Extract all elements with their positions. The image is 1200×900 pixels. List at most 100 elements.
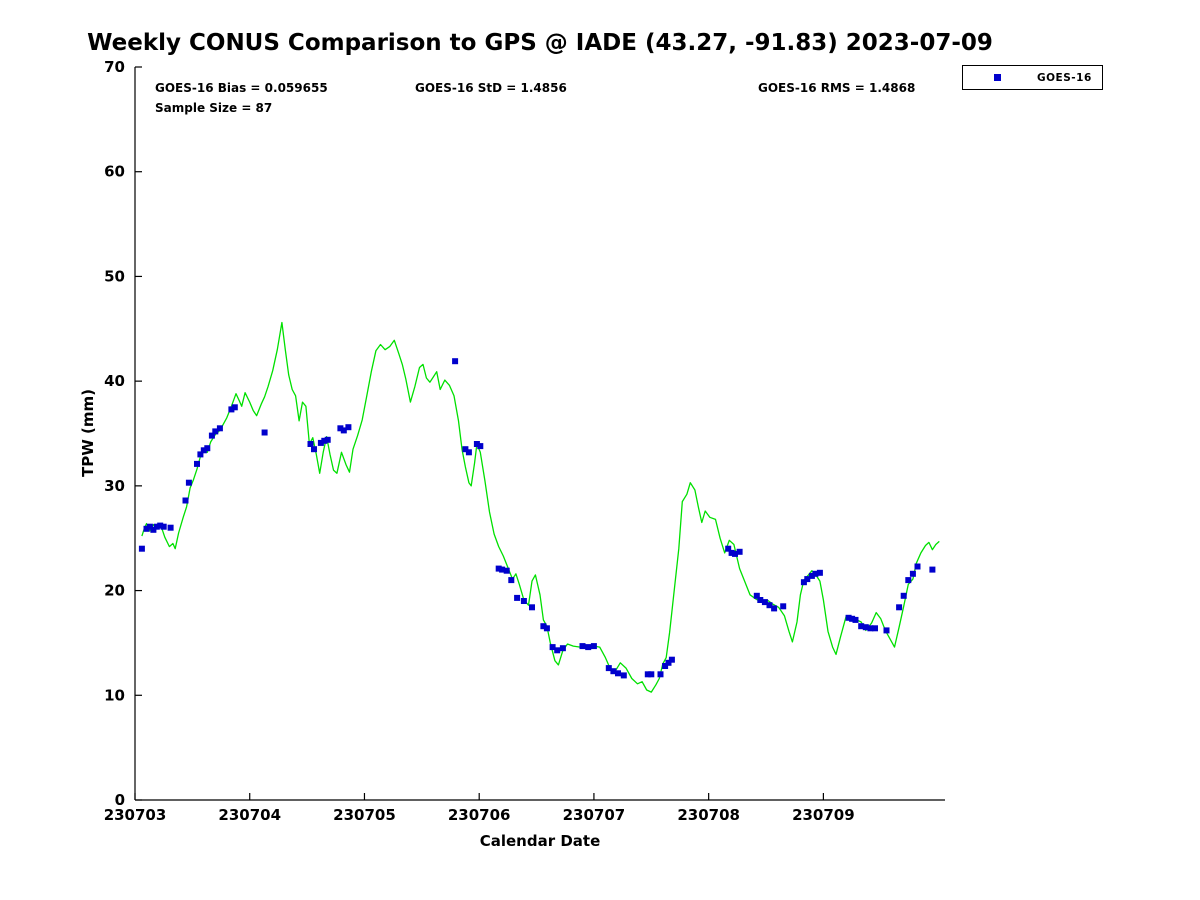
goes16-point xyxy=(197,451,204,458)
goes16-point xyxy=(905,577,912,584)
goes16-point xyxy=(620,672,627,679)
goes16-point xyxy=(590,643,597,650)
goes16-point xyxy=(261,429,268,436)
goes16-point xyxy=(812,570,819,577)
goes16-point xyxy=(340,427,347,434)
goes16-point xyxy=(845,614,852,621)
goes16-point xyxy=(766,602,773,609)
goes16-point xyxy=(780,603,787,610)
x-tick-label: 230707 xyxy=(563,806,626,824)
goes16-point xyxy=(668,656,675,663)
goes16-point xyxy=(736,548,743,555)
goes16-point xyxy=(771,605,778,612)
goes16-point xyxy=(529,604,535,611)
y-tick-label: 0 xyxy=(115,791,125,809)
goes16-point xyxy=(307,441,314,447)
goes16-point xyxy=(157,522,164,529)
goes16-point xyxy=(896,604,903,611)
goes16-point xyxy=(559,645,566,652)
goes16-point xyxy=(816,569,823,576)
goes16-point xyxy=(883,627,890,634)
y-tick-label: 10 xyxy=(104,686,125,704)
goes16-point xyxy=(452,358,459,365)
goes16-point xyxy=(757,597,764,603)
x-tick-label: 230703 xyxy=(104,806,167,824)
x-tick-label: 230704 xyxy=(218,806,281,824)
goes16-point xyxy=(585,644,592,651)
y-tick-label: 50 xyxy=(104,267,125,285)
goes16-point xyxy=(473,441,480,447)
goes16-point xyxy=(648,671,655,678)
goes16-point xyxy=(317,439,324,446)
goes16-point xyxy=(605,665,612,672)
stat-sample-size: Sample Size = 87 xyxy=(155,101,273,115)
chart-title: Weekly CONUS Comparison to GPS @ IADE (4… xyxy=(87,30,993,56)
legend-entry-label: GOES-16 xyxy=(1037,71,1092,84)
x-tick-label: 230706 xyxy=(448,806,511,824)
goes16-point xyxy=(228,406,235,413)
goes16-point xyxy=(858,623,865,630)
goes16-point xyxy=(579,643,586,650)
goes16-point xyxy=(216,425,223,432)
goes16-point xyxy=(324,436,331,443)
goes16-point xyxy=(194,460,200,467)
goes16-point xyxy=(540,623,547,630)
goes16-point xyxy=(808,572,815,579)
goes16-point xyxy=(662,663,669,669)
goes16-point xyxy=(610,668,617,675)
goes16-point xyxy=(520,598,527,604)
goes16-point xyxy=(804,576,811,583)
goes16-point xyxy=(852,616,859,623)
legend: GOES-16 xyxy=(962,65,1103,90)
goes16-point xyxy=(872,625,878,632)
goes16-point xyxy=(657,671,664,678)
goes16-point xyxy=(728,549,735,556)
goes16-point xyxy=(761,599,768,606)
goes16-point xyxy=(732,550,738,557)
stat-bias: GOES-16 Bias = 0.059655 xyxy=(155,81,328,95)
goes16-point xyxy=(909,570,916,577)
goes16-point xyxy=(862,624,869,631)
x-axis-label: Calendar Date xyxy=(479,832,601,850)
goes16-point xyxy=(337,425,344,432)
goes16-point xyxy=(503,567,510,574)
goes16-point xyxy=(753,592,760,599)
gps-line xyxy=(141,321,940,693)
goes16-point xyxy=(615,670,621,677)
goes16-point xyxy=(543,625,550,632)
goes16-point xyxy=(644,671,651,678)
goes16-point xyxy=(138,545,145,552)
y-tick-label: 60 xyxy=(104,163,125,181)
goes16-point xyxy=(867,625,874,632)
legend-marker-square-icon xyxy=(994,74,1001,81)
goes16-point xyxy=(929,566,936,573)
goes16-point xyxy=(146,523,153,530)
y-tick-label: 70 xyxy=(104,58,125,76)
goes16-point xyxy=(914,563,921,570)
goes16-point xyxy=(549,644,556,651)
goes16-point xyxy=(204,445,211,452)
goes16-point xyxy=(160,523,167,530)
goes16-point xyxy=(200,447,207,454)
x-tick-label: 230705 xyxy=(333,806,396,824)
goes16-point xyxy=(321,437,328,444)
goes16-point xyxy=(212,428,219,435)
y-tick-label: 30 xyxy=(104,477,125,495)
goes16-point xyxy=(167,524,174,531)
goes16-point xyxy=(477,443,484,450)
y-tick-label: 40 xyxy=(104,372,125,390)
goes16-point xyxy=(208,432,215,439)
goes16-point xyxy=(508,577,515,584)
goes16-point xyxy=(800,579,807,586)
stat-std: GOES-16 StD = 1.4856 xyxy=(415,81,567,95)
goes16-point xyxy=(150,526,157,533)
goes16-point xyxy=(725,545,732,552)
goes16-point xyxy=(231,404,238,411)
x-tick-label: 230709 xyxy=(792,806,855,824)
goes16-point xyxy=(465,449,472,456)
y-axis-label: TPW (mm) xyxy=(79,389,97,477)
goes16-point xyxy=(900,592,907,599)
goes16-point xyxy=(182,497,189,504)
